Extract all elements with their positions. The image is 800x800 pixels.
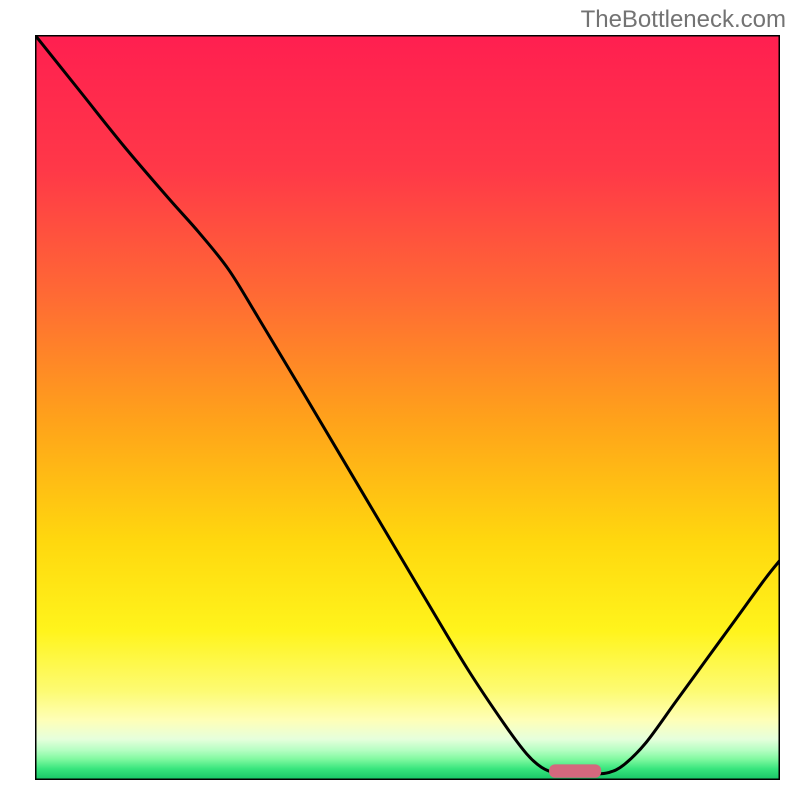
chart-svg bbox=[35, 35, 780, 780]
watermark-label: TheBottleneck.com bbox=[581, 6, 786, 34]
chart-area bbox=[35, 35, 780, 780]
chart-background bbox=[35, 35, 780, 780]
optimal-marker bbox=[549, 764, 601, 777]
